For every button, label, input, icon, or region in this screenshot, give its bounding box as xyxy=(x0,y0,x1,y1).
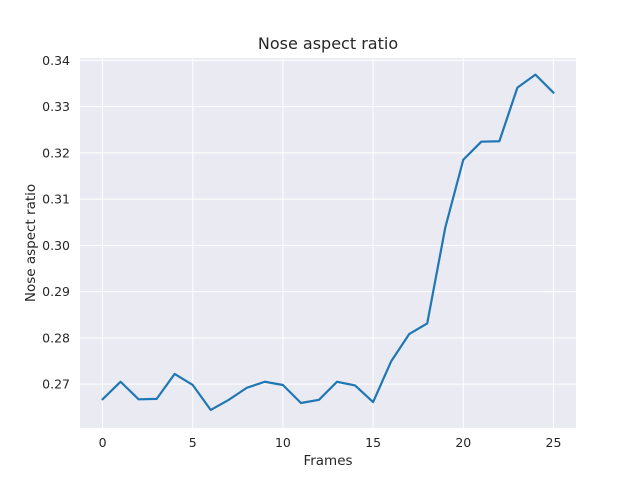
y-tick-label: 0.32 xyxy=(42,145,70,160)
y-tick-label: 0.27 xyxy=(42,377,70,392)
plot-background xyxy=(80,58,576,428)
y-tick-label: 0.31 xyxy=(42,192,70,207)
x-tick-label: 20 xyxy=(455,435,471,450)
y-tick-label: 0.33 xyxy=(42,99,70,114)
x-tick-label: 0 xyxy=(99,435,107,450)
x-axis-label: Frames xyxy=(303,453,352,469)
chart-title: Nose aspect ratio xyxy=(258,34,398,53)
x-tick-label: 5 xyxy=(189,435,197,450)
y-tick-labels: 0.27 0.28 0.29 0.30 0.31 0.32 0.33 0.34 xyxy=(42,53,70,392)
x-tick-labels: 0 5 10 15 20 25 xyxy=(99,435,562,450)
x-tick-label: 15 xyxy=(365,435,381,450)
y-tick-label: 0.30 xyxy=(42,238,70,253)
x-tick-label: 25 xyxy=(546,435,562,450)
y-tick-label: 0.29 xyxy=(42,284,70,299)
grid-lines xyxy=(80,58,576,428)
series-line xyxy=(101,73,555,412)
y-tick-label: 0.28 xyxy=(42,330,70,345)
y-axis-label: Nose aspect ratio xyxy=(23,184,39,302)
y-tick-label: 0.34 xyxy=(42,53,70,68)
x-tick-label: 10 xyxy=(275,435,291,450)
